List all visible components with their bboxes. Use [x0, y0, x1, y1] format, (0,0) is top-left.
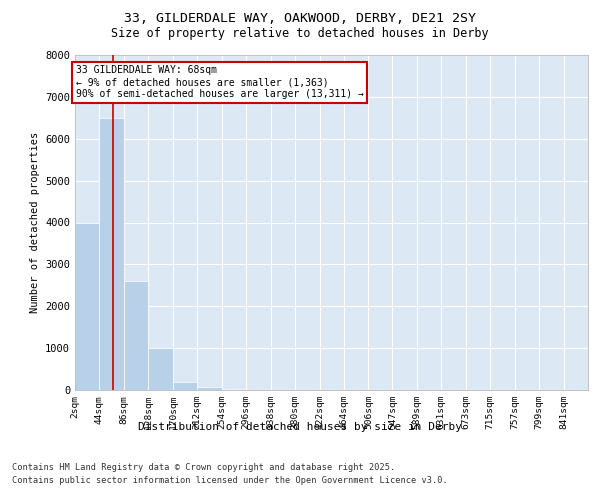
Y-axis label: Number of detached properties: Number of detached properties: [29, 132, 40, 313]
Text: Contains public sector information licensed under the Open Government Licence v3: Contains public sector information licen…: [12, 476, 448, 485]
Bar: [173, 382, 197, 390]
Bar: [75, 222, 100, 390]
Bar: [222, 388, 246, 390]
Text: Size of property relative to detached houses in Derby: Size of property relative to detached ho…: [111, 28, 489, 40]
Text: 33 GILDERDALE WAY: 68sqm
← 9% of detached houses are smaller (1,363)
90% of semi: 33 GILDERDALE WAY: 68sqm ← 9% of detache…: [76, 66, 364, 98]
Bar: [100, 118, 124, 390]
Text: Contains HM Land Registry data © Crown copyright and database right 2025.: Contains HM Land Registry data © Crown c…: [12, 464, 395, 472]
Bar: [124, 281, 148, 390]
Bar: [197, 386, 222, 390]
Bar: [148, 348, 173, 390]
Text: Distribution of detached houses by size in Derby: Distribution of detached houses by size …: [138, 422, 462, 432]
Text: 33, GILDERDALE WAY, OAKWOOD, DERBY, DE21 2SY: 33, GILDERDALE WAY, OAKWOOD, DERBY, DE21…: [124, 12, 476, 26]
